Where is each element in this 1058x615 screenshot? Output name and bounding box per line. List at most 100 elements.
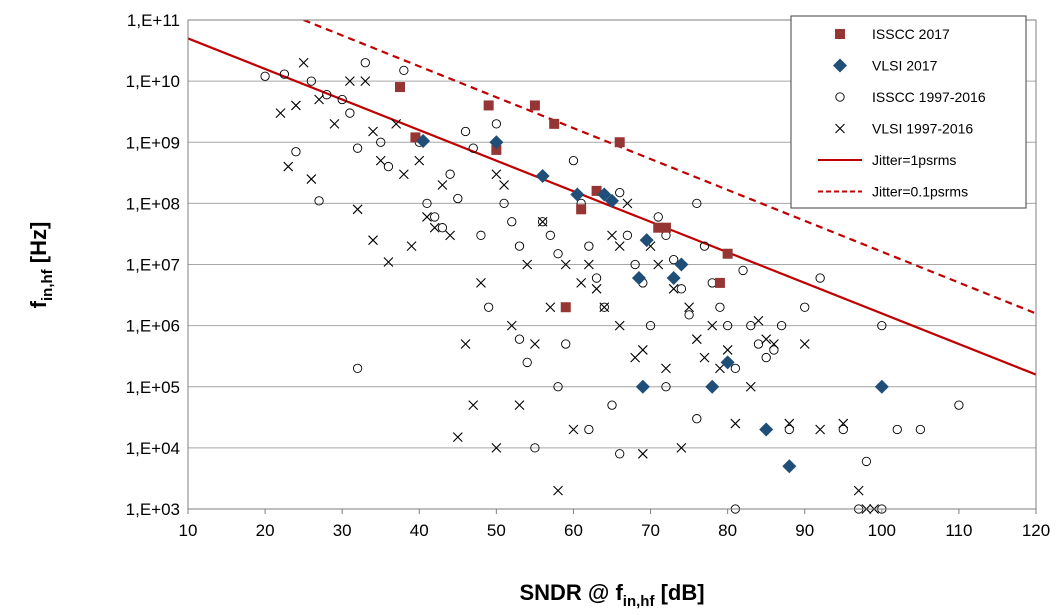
- data-point: [784, 418, 795, 429]
- data-point: [714, 277, 725, 288]
- legend-box: [790, 15, 1027, 209]
- legend-marker: [835, 29, 845, 39]
- data-point: [637, 345, 648, 355]
- data-point: [699, 241, 710, 251]
- y-tick-label: 1,E+06: [126, 317, 180, 336]
- data-point: [437, 180, 448, 190]
- data-point: [799, 339, 810, 349]
- data-point: [291, 100, 301, 111]
- data-point: [406, 241, 417, 251]
- legend-label: Jitter=0.1psrms: [872, 184, 968, 200]
- data-point: [653, 259, 664, 270]
- data-point: [422, 198, 432, 209]
- data-point: [529, 100, 540, 111]
- data-point: [352, 204, 363, 215]
- x-tick-label: 120: [1022, 521, 1050, 540]
- data-point: [514, 334, 525, 344]
- data-point: [674, 257, 689, 272]
- data-point: [314, 94, 324, 105]
- data-point: [537, 216, 548, 227]
- data-point: [715, 363, 725, 374]
- data-point: [491, 442, 502, 453]
- x-tick-label: 90: [795, 521, 814, 540]
- x-tick-label: 30: [333, 521, 352, 540]
- data-point: [753, 315, 764, 326]
- data-point: [499, 198, 509, 209]
- data-point: [445, 230, 455, 241]
- data-point: [730, 363, 740, 373]
- data-point: [476, 230, 486, 240]
- data-point: [576, 278, 587, 288]
- data-point: [560, 259, 571, 270]
- data-point: [416, 133, 431, 148]
- data-point: [635, 379, 650, 394]
- data-point: [352, 143, 363, 153]
- legend-label: Jitter=1psrms: [872, 152, 956, 168]
- data-point: [360, 58, 370, 68]
- data-point: [784, 424, 794, 435]
- data-point: [861, 456, 872, 467]
- data-point: [838, 424, 848, 435]
- data-point: [553, 485, 563, 496]
- data-point: [615, 449, 625, 459]
- data-point: [583, 259, 594, 270]
- data-point: [597, 187, 612, 202]
- data-point: [661, 382, 671, 392]
- legend-label: ISSCC 1997-2016: [872, 89, 986, 105]
- data-point: [639, 233, 654, 248]
- data-point: [298, 57, 309, 68]
- data-point: [375, 155, 386, 166]
- data-point: [398, 169, 409, 180]
- y-tick-label: 1,E+05: [126, 378, 180, 397]
- x-tick-label: 100: [868, 521, 896, 540]
- data-point: [545, 230, 555, 240]
- data-point: [707, 320, 718, 331]
- data-point: [630, 259, 640, 270]
- data-point: [499, 180, 509, 190]
- data-point: [630, 352, 641, 363]
- data-point: [699, 352, 710, 363]
- data-point: [614, 241, 625, 251]
- data-point: [291, 147, 301, 157]
- data-point: [838, 418, 849, 429]
- data-point: [468, 400, 479, 411]
- data-point: [530, 443, 540, 453]
- data-point: [745, 381, 756, 392]
- data-point: [776, 320, 787, 331]
- data-point: [759, 422, 774, 437]
- data-point: [360, 76, 371, 87]
- data-point: [584, 424, 594, 435]
- data-point: [399, 65, 409, 76]
- data-point: [730, 418, 741, 429]
- data-point: [522, 259, 533, 270]
- data-point: [692, 414, 702, 424]
- data-point: [669, 255, 679, 265]
- data-point: [430, 212, 440, 222]
- legend-marker: [835, 123, 845, 134]
- y-tick-label: 1,E+04: [126, 439, 180, 458]
- data-point: [660, 222, 671, 233]
- data-point: [570, 187, 585, 202]
- data-point: [283, 161, 294, 172]
- data-point: [391, 118, 402, 129]
- data-point: [815, 273, 825, 283]
- data-point: [715, 302, 725, 312]
- x-tick-label: 50: [487, 521, 506, 540]
- data-point: [429, 222, 440, 233]
- data-point: [599, 302, 609, 312]
- data-point: [815, 424, 826, 435]
- x-axis-title: SNDR @ fin,hf [dB]: [519, 580, 704, 610]
- data-point: [607, 230, 617, 241]
- data-point: [522, 357, 532, 368]
- data-point: [560, 302, 571, 313]
- plot-area-border: [187, 19, 1037, 510]
- data-point: [352, 363, 363, 373]
- data-point: [445, 169, 455, 179]
- data-point: [368, 126, 378, 137]
- data-point: [376, 137, 386, 147]
- data-point: [345, 76, 355, 87]
- data-point: [591, 273, 602, 283]
- data-point: [476, 278, 486, 288]
- data-point: [800, 302, 810, 312]
